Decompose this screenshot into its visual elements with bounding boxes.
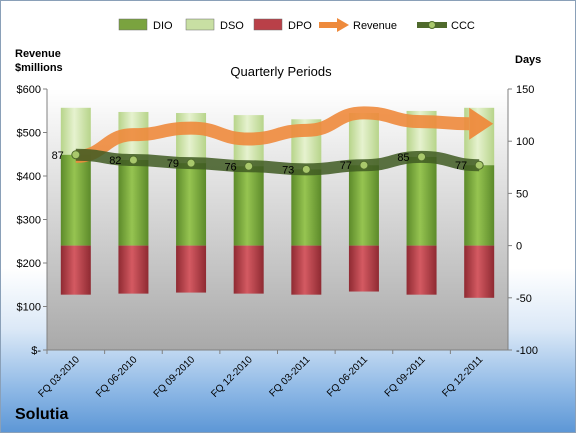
ccc-data-label: 85 — [397, 152, 409, 164]
legend-swatch-dpo — [253, 18, 283, 31]
legend-label-revenue: Revenue — [353, 20, 397, 32]
ccc-marker — [186, 158, 196, 168]
company-name: Solutia — [15, 406, 69, 423]
ccc-series: 87 82 79 76 73 77 85 77 — [52, 148, 484, 176]
x-tick-label: FQ 06-2011 — [325, 354, 370, 399]
left-axis-title-line1: Revenue — [15, 48, 61, 60]
revenue-series — [75, 106, 494, 163]
left-axis-title-line2: $millions — [15, 62, 63, 74]
right-tick-label: 150 — [516, 84, 534, 96]
x-tick-label: FQ 06-2010 — [94, 354, 140, 400]
bar-dpo — [406, 245, 437, 295]
right-tick-label: 0 — [516, 241, 522, 253]
ccc-data-label: 77 — [455, 160, 467, 172]
bar-dso — [60, 107, 91, 155]
right-tick-label: -50 — [516, 293, 532, 305]
ccc-marker — [359, 160, 369, 170]
ccc-marker — [417, 152, 427, 162]
x-tick-label: FQ 09-2011 — [383, 354, 428, 399]
legend-label-dso: DSO — [220, 20, 244, 32]
left-tick-label: $600 — [17, 84, 41, 96]
bar-dio — [348, 165, 379, 246]
ccc-marker — [128, 155, 138, 165]
left-axis: $- $100 $200 $300 $400 $500 $600 — [17, 84, 48, 357]
legend-label-dio: DIO — [153, 20, 173, 32]
right-axis-title: Days — [515, 54, 541, 66]
bar-dpo — [176, 245, 207, 293]
left-tick-label: $400 — [17, 171, 41, 183]
x-tick-label: FQ 03-2011 — [267, 354, 312, 399]
bar-dpo — [291, 245, 322, 295]
bar-dio — [176, 163, 207, 246]
x-tick-label: FQ 12-2011 — [440, 354, 485, 399]
left-tick-label: $100 — [17, 302, 41, 314]
bar-dpo — [60, 245, 91, 295]
x-tick-label: FQ 03-2010 — [36, 354, 82, 400]
left-tick-label: $- — [31, 345, 41, 357]
revenue-curve — [75, 106, 470, 163]
bar-dpo — [118, 245, 149, 294]
ccc-marker — [71, 150, 81, 160]
legend-swatch-marker — [428, 21, 436, 29]
bar-dpo — [348, 245, 379, 292]
ccc-data-label: 87 — [52, 150, 64, 162]
revenue-arrowhead — [469, 107, 494, 140]
ccc-marker — [474, 160, 484, 170]
ccc-data-label: 77 — [340, 160, 352, 172]
ccc-data-label: 73 — [282, 164, 294, 176]
right-axis: -100 -50 0 50 100 150 — [507, 84, 538, 357]
bar-dso — [176, 113, 207, 164]
ccc-data-label: 76 — [224, 161, 236, 173]
bar-dio — [406, 156, 437, 246]
bar-dpo — [233, 245, 264, 294]
right-tick-label: 100 — [516, 136, 534, 148]
ccc-marker — [301, 164, 311, 174]
legend: DIO DSO DPO Revenue CCC — [118, 18, 475, 32]
right-tick-label: -100 — [516, 345, 538, 357]
x-tick-label: FQ 09-2010 — [152, 354, 198, 400]
ccc-data-label: 82 — [109, 155, 121, 167]
x-tick-label: FQ 12-2010 — [209, 354, 255, 400]
left-tick-label: $500 — [17, 128, 41, 140]
left-tick-label: $300 — [17, 215, 41, 227]
legend-label-ccc: CCC — [451, 20, 475, 32]
legend-swatch-arrow-head — [337, 18, 349, 32]
legend-swatch-dso — [185, 18, 215, 31]
bar-dpo — [464, 245, 495, 298]
bar-dio — [118, 159, 149, 246]
legend-label-dpo: DPO — [288, 20, 312, 32]
bar-dio — [233, 166, 264, 246]
legend-swatch-arrow-shaft — [319, 22, 339, 28]
bar-dio — [60, 154, 91, 246]
ccc-data-label: 79 — [167, 158, 179, 170]
right-tick-label: 50 — [516, 188, 528, 200]
ccc-marker — [244, 161, 254, 171]
bar-dso — [348, 113, 379, 166]
chart-title: Quarterly Periods — [230, 64, 332, 79]
left-tick-label: $200 — [17, 258, 41, 270]
legend-swatch-dio — [118, 18, 148, 31]
bar-dio — [291, 169, 322, 246]
x-axis: FQ 03-2010 FQ 06-2010 FQ 09-2010 FQ 12-2010… — [36, 349, 508, 400]
bar-dio — [464, 165, 495, 246]
